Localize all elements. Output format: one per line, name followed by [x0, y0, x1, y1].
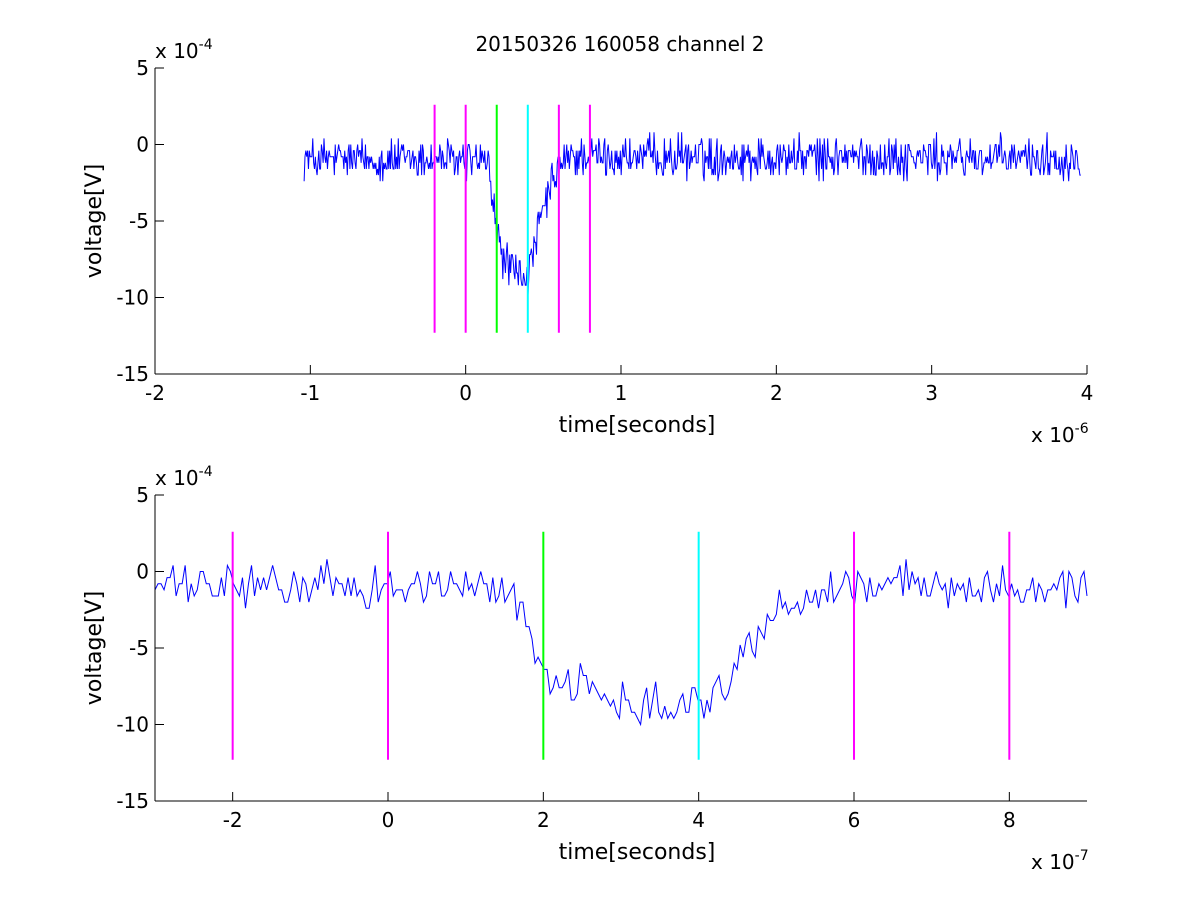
top-signal-trace — [303, 132, 1081, 298]
top-x-tick-label: 3 — [925, 381, 938, 405]
bottom-x-tick-label: 2 — [537, 808, 550, 832]
top-y-tick-label: 5 — [136, 56, 149, 80]
bottom-y-tick-label: -5 — [129, 636, 149, 660]
top-x-exponent-power: -6 — [1075, 421, 1089, 437]
top-x-axis-label: time[seconds] — [559, 413, 716, 438]
bottom-x-tick-label: 6 — [848, 808, 861, 832]
top-y-exponent-power: -4 — [199, 37, 213, 53]
top-y-tick-label: -15 — [116, 362, 149, 386]
bottom-y-exponent-power: -4 — [199, 464, 213, 480]
top-x-tick-label: 4 — [1081, 381, 1094, 405]
top-x-tick-label: -1 — [300, 381, 320, 405]
top-y-tick-label: -5 — [129, 209, 149, 233]
bottom-y-tick-label: -15 — [116, 789, 149, 813]
bottom-x-exponent-power: -7 — [1075, 848, 1089, 864]
top-x-tick-label: 0 — [459, 381, 472, 405]
bottom-x-tick-label: -2 — [223, 808, 243, 832]
top-x-tick-label: 2 — [770, 381, 783, 405]
bottom-y-tick-label: 0 — [136, 560, 149, 584]
bottom-x-tick-label: 0 — [382, 808, 395, 832]
bottom-plot: -2 0 2 4 6 8 -15 -10 -5 0 5 time[seconds] voltage[V]… — [82, 464, 1089, 874]
top-y-tick-label: -10 — [116, 286, 149, 310]
bottom-y-axis-label: voltage[V] — [82, 591, 107, 705]
bottom-x-tick-label: 4 — [692, 808, 705, 832]
figure-title: 20150326 160058 channel 2 — [475, 32, 764, 56]
top-y-axis-label: voltage[V] — [82, 164, 107, 278]
bottom-x-tick-label: 8 — [1003, 808, 1016, 832]
bottom-y-tick-label: 5 — [136, 483, 149, 507]
top-plot: -2 -1 0 1 2 3 4-15-10-505time[seconds]voltage[… — [82, 37, 1093, 447]
bottom-signal-trace — [154, 559, 1088, 727]
top-y-tick-label: 0 — [136, 133, 149, 157]
bottom-x-axis-label: time[seconds] — [559, 840, 716, 865]
top-x-tick-label: 1 — [615, 381, 628, 405]
top-x-tick-label: -2 — [145, 381, 165, 405]
bottom-y-tick-label: -10 — [116, 713, 149, 737]
